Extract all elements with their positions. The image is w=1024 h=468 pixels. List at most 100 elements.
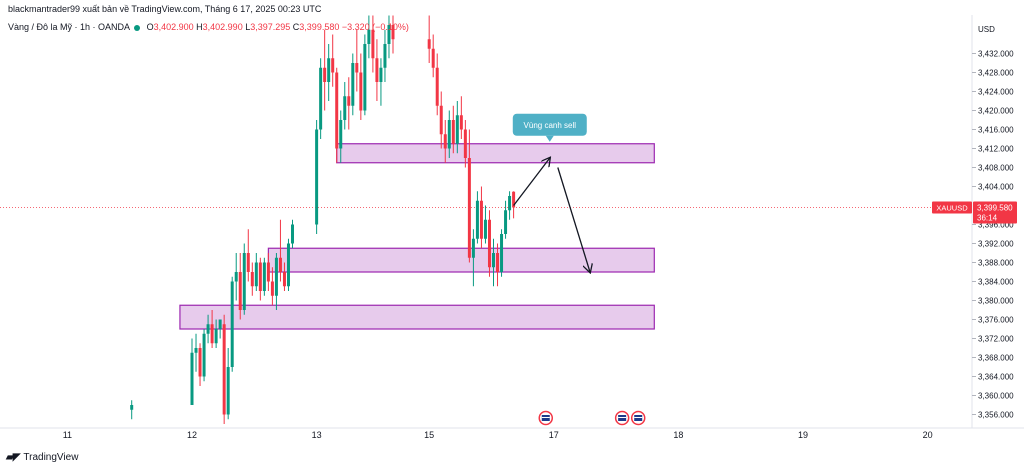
candle-body xyxy=(218,319,222,329)
candle-body xyxy=(479,200,483,239)
candle-body xyxy=(335,72,339,149)
close-value: 3,399.580 xyxy=(299,22,340,32)
candle-body xyxy=(363,44,367,111)
candle-body xyxy=(198,348,202,377)
candle-body xyxy=(206,324,210,334)
low-value: 3,397.295 xyxy=(250,22,291,32)
x-tick-label: 13 xyxy=(312,430,322,440)
countdown-label: 36:14 xyxy=(977,213,998,222)
open-label: O xyxy=(146,22,154,32)
path-arrow-down xyxy=(557,167,590,273)
publisher-line: blackmantrader99 xuất bản về TradingView… xyxy=(8,4,322,14)
candle-body xyxy=(282,272,286,287)
candle-body xyxy=(250,272,254,287)
candle-body xyxy=(387,25,391,44)
candle-body xyxy=(194,348,198,353)
y-tick-label: 3,404.000 xyxy=(978,183,1014,192)
candle-body xyxy=(343,96,347,120)
candle-body xyxy=(451,120,455,144)
us-flag-event-icon-stripe xyxy=(634,417,643,418)
candle-body xyxy=(371,29,375,59)
low-label: L xyxy=(245,22,251,32)
tradingview-logo[interactable]: ▰◤ TradingView xyxy=(6,452,78,463)
candle-body xyxy=(226,367,230,415)
candle-body xyxy=(274,257,278,296)
candle-body xyxy=(339,120,343,149)
close-label: C xyxy=(292,22,300,32)
candle-body xyxy=(355,63,359,73)
last-price-label: 3,399.580 xyxy=(977,203,1013,212)
high-label: H xyxy=(196,22,203,32)
symbol-legend[interactable]: Vàng / Đô la Mỹ · 1h · OANDA O3,402.900 … xyxy=(8,22,409,32)
y-tick-label: 3,376.000 xyxy=(978,316,1014,325)
x-tick-label: 12 xyxy=(187,430,197,440)
high-value: 3,402.990 xyxy=(202,22,243,32)
candle-body xyxy=(238,272,242,310)
candle-body xyxy=(202,333,206,377)
y-tick-label: 3,388.000 xyxy=(978,259,1014,268)
y-tick-label: 3,396.000 xyxy=(978,221,1014,230)
candle-body xyxy=(435,67,439,106)
symbol-tag xyxy=(932,201,972,214)
y-tick-label: 3,360.000 xyxy=(978,392,1014,401)
last-price-tag xyxy=(973,201,1017,224)
us-flag-event-icon-stripe xyxy=(618,417,627,418)
candle-body xyxy=(427,39,431,49)
x-tick-label: 17 xyxy=(549,430,559,440)
candle-body xyxy=(504,210,508,234)
candle-body xyxy=(242,253,246,310)
change-value: −3.320 (−0.10%) xyxy=(341,22,409,32)
candle-body xyxy=(331,58,335,73)
candle-body xyxy=(463,129,467,158)
y-tick-label: 3,424.000 xyxy=(978,88,1014,97)
y-tick-label: 3,356.000 xyxy=(978,411,1014,420)
open-value: 3,402.900 xyxy=(153,22,194,32)
x-tick-label: 11 xyxy=(63,430,72,440)
y-tick-label: 3,408.000 xyxy=(978,164,1014,173)
candle-body xyxy=(319,67,323,130)
currency-label: USD xyxy=(978,25,995,34)
candle-body xyxy=(475,200,479,239)
candle-body xyxy=(210,324,214,344)
candle-body xyxy=(383,44,387,68)
candle-body xyxy=(459,115,463,130)
symbol-tag-label: XAUUSD xyxy=(936,203,968,212)
candle-body xyxy=(291,224,294,244)
y-tick-label: 3,380.000 xyxy=(978,297,1014,306)
candle-body xyxy=(214,329,218,344)
candle-body xyxy=(391,25,395,40)
candle-body xyxy=(455,115,459,144)
path-arrow-up xyxy=(513,158,550,206)
candle-body xyxy=(323,67,327,82)
y-tick-label: 3,364.000 xyxy=(978,373,1014,382)
x-tick-label: 19 xyxy=(798,430,808,440)
y-tick-label: 3,428.000 xyxy=(978,69,1014,78)
symbol-title: Vàng / Đô la Mỹ · 1h · OANDA xyxy=(8,22,130,32)
candle-body xyxy=(512,191,516,208)
y-tick-label: 3,384.000 xyxy=(978,278,1014,287)
x-tick-label: 15 xyxy=(424,430,434,440)
y-tick-label: 3,368.000 xyxy=(978,354,1014,363)
candle-body xyxy=(262,262,266,291)
zone-bottom xyxy=(179,304,655,330)
candle-body xyxy=(266,262,270,282)
x-tick-label: 20 xyxy=(923,430,933,440)
candle-body xyxy=(496,253,500,272)
candle-body xyxy=(230,281,234,367)
zone-middle xyxy=(267,247,655,273)
candle-body xyxy=(270,281,274,296)
candle-body xyxy=(327,58,331,82)
candle-body xyxy=(246,253,250,272)
candle-body xyxy=(471,238,475,258)
y-tick-label: 3,392.000 xyxy=(978,240,1014,249)
y-tick-label: 3,412.000 xyxy=(978,145,1014,154)
candle-body xyxy=(347,96,351,106)
candle-body xyxy=(190,352,194,405)
callout-box xyxy=(512,113,587,136)
callout-text: Vùng canh sell xyxy=(524,121,577,130)
zone-top xyxy=(336,143,655,164)
candle-body xyxy=(359,72,363,111)
tradingview-logo-icon: ▰◤ xyxy=(6,452,20,463)
candle-body xyxy=(351,63,355,106)
